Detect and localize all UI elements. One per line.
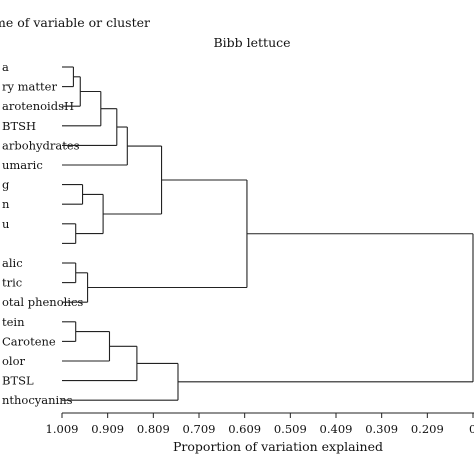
leaf-label: ry matter [2, 80, 57, 94]
x-tick-label: 0.209 [411, 422, 444, 436]
x-tick-label: 0.309 [365, 422, 398, 436]
leaf-label: u [2, 217, 9, 231]
header-left-label: me of variable or cluster [0, 15, 150, 30]
leaf-label: tric [2, 276, 22, 290]
leaf-label: olor [2, 354, 26, 368]
x-tick-label: 1.009 [46, 422, 79, 436]
leaf-label: a [2, 60, 9, 74]
x-tick-label: 0.709 [183, 422, 216, 436]
leaf-label: Carotene [2, 334, 56, 348]
leaf-label: BTSH [2, 119, 36, 133]
leaf-label: g [2, 178, 10, 192]
chart-subtitle: Bibb lettuce [213, 35, 290, 50]
leaf-labels: a ry matter arotenoidsH BTSH arbohydrates uma… [2, 60, 83, 407]
leaf-label: umaric [2, 158, 43, 172]
leaf-label: alic [2, 256, 23, 270]
x-tick-label: 0. [469, 422, 474, 436]
x-tick-label: 0.609 [228, 422, 261, 436]
leaf-label: tein [2, 315, 25, 329]
leaf-label: arotenoidsH [2, 99, 74, 113]
leaf-label: nthocyanins [2, 393, 73, 407]
x-axis: 1.009 0.909 0.809 0.709 0.609 0.509 0.409 0.309… [46, 412, 474, 436]
x-tick-label: 0.509 [274, 422, 307, 436]
leaf-label: otal phenolics [2, 295, 83, 309]
leaf-label: BTSL [2, 374, 34, 388]
leaf-label: n [2, 197, 10, 211]
x-tick-label: 0.809 [137, 422, 170, 436]
x-axis-label: Proportion of variation explained [173, 439, 383, 454]
branches [62, 66, 474, 401]
x-tick-label: 0.409 [320, 422, 353, 436]
x-tick-label: 0.909 [91, 422, 124, 436]
leaf-label: arbohydrates [2, 138, 80, 152]
